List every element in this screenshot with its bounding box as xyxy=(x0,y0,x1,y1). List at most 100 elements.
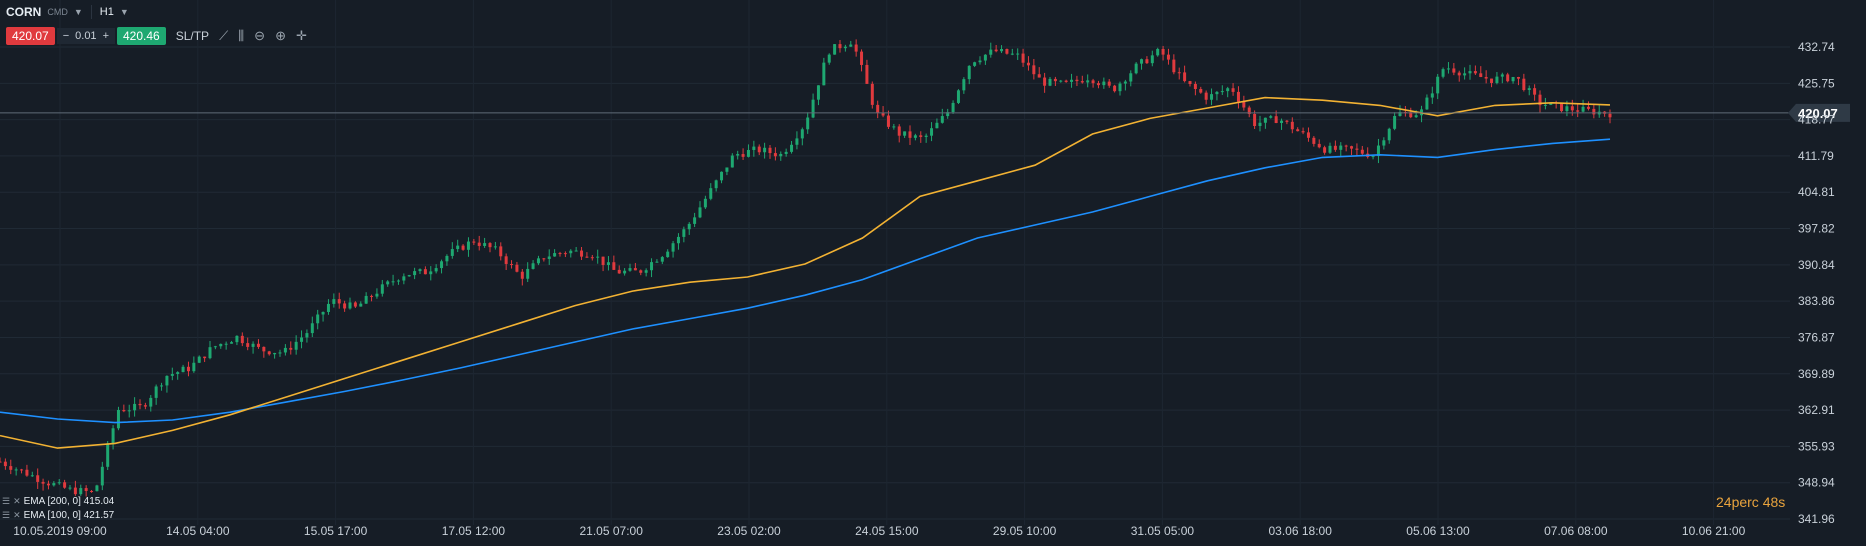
quantity-stepper[interactable]: − 0.01 + xyxy=(56,28,115,44)
price-tick-label: 404.81 xyxy=(1798,185,1835,199)
candle-body xyxy=(1339,145,1343,150)
timeframe-selector[interactable]: H1 xyxy=(99,6,114,18)
candle-body xyxy=(946,112,950,117)
candle-body xyxy=(20,469,24,471)
symbol-name[interactable]: CORN xyxy=(6,5,42,19)
candle-body xyxy=(956,90,960,103)
candle-body xyxy=(1183,72,1187,82)
candle-body xyxy=(784,151,788,154)
candle-body xyxy=(806,117,810,130)
candle-body xyxy=(1263,117,1267,123)
zoom-in-icon[interactable]: ⊕ xyxy=(275,28,286,43)
candle-body xyxy=(978,60,982,63)
zoom-out-icon[interactable]: ⊖ xyxy=(254,28,266,43)
candle-body xyxy=(230,342,234,344)
candle-body xyxy=(305,333,309,338)
close-icon[interactable]: ✕ xyxy=(13,496,21,506)
indicator-label: EMA [100, 0] 421.57 xyxy=(23,510,115,521)
candle-body xyxy=(1080,81,1084,83)
ema-line xyxy=(0,138,1611,424)
candle-body xyxy=(741,154,745,157)
candle-body xyxy=(633,268,637,271)
candle-body xyxy=(1156,48,1160,56)
increase-button[interactable]: + xyxy=(102,30,109,42)
candle-body xyxy=(886,115,890,127)
candle-body xyxy=(90,490,94,492)
candle-body xyxy=(1371,156,1375,158)
indicator-legend-ema100[interactable]: ☰ ✕ EMA [100, 0] 421.57 xyxy=(2,510,114,521)
candle-body xyxy=(989,49,993,55)
candle-body xyxy=(1010,53,1014,55)
candle-body xyxy=(106,443,110,467)
candle-body xyxy=(660,257,664,262)
candle-body xyxy=(1000,49,1004,52)
candle-body xyxy=(1166,54,1170,60)
price-axis[interactable]: 432.74 425.75 418.77 411.79 404.81 397.82 390.… xyxy=(1798,40,1835,526)
close-icon[interactable]: ✕ xyxy=(13,510,21,520)
candle-body xyxy=(1231,88,1235,92)
time-tick-label: 31.05 05:00 xyxy=(1131,524,1195,538)
candle-body xyxy=(332,299,336,304)
candle-body xyxy=(445,255,449,262)
candle-body xyxy=(596,256,600,258)
sell-button[interactable]: 420.07 xyxy=(6,27,55,45)
indicator-legend-ema200[interactable]: ☰ ✕ EMA [200, 0] 415.04 xyxy=(2,496,114,507)
candle-body xyxy=(951,102,955,113)
crosshair-icon[interactable]: ✛ xyxy=(295,28,307,43)
candle-body xyxy=(1150,55,1154,64)
time-tick-label: 14.05 04:00 xyxy=(166,524,230,538)
candle-body xyxy=(1021,53,1025,63)
candle-body xyxy=(1037,74,1041,78)
candle-body xyxy=(590,257,594,259)
candle-body xyxy=(456,245,460,250)
sltp-button[interactable]: SL/TP xyxy=(175,29,210,43)
candle-body xyxy=(515,264,519,272)
timer-value: 24perc xyxy=(1716,494,1759,510)
candle-body xyxy=(623,270,627,274)
candle-body xyxy=(854,44,858,52)
candle-body xyxy=(1134,63,1138,74)
candle-body xyxy=(208,347,212,359)
candle-body xyxy=(493,246,497,248)
candle-body xyxy=(1064,80,1068,82)
settings-icon[interactable]: ☰ xyxy=(2,510,11,520)
candle-body xyxy=(3,461,7,467)
candle-body xyxy=(1441,69,1445,77)
decrease-button[interactable]: − xyxy=(62,30,70,42)
price-tick-label: 348.94 xyxy=(1798,476,1835,490)
chevron-down-icon[interactable]: ▼ xyxy=(73,7,83,17)
price-tag xyxy=(1788,103,1850,122)
candle-body xyxy=(720,171,724,181)
candle-body xyxy=(1581,106,1585,112)
candle-body xyxy=(698,207,702,218)
candle-body xyxy=(143,405,147,407)
candle-body xyxy=(30,475,34,477)
candle-body xyxy=(1500,74,1504,77)
price-tick-label: 355.93 xyxy=(1798,439,1835,453)
candle-body xyxy=(1204,92,1208,100)
settings-icon[interactable]: ☰ xyxy=(2,496,11,506)
quantity-value[interactable]: 0.01 xyxy=(75,30,97,42)
candles-icon[interactable]: ⫼ xyxy=(238,28,245,43)
candle-body xyxy=(160,385,164,387)
candle-body xyxy=(353,302,357,307)
chevron-down-icon[interactable]: ▼ xyxy=(119,7,129,17)
candle-body xyxy=(138,403,142,406)
candle-body xyxy=(434,268,438,272)
candle-body xyxy=(364,295,368,304)
time-axis[interactable]: 10.05.2019 09:00 14.05 04:00 15.05 17:00 17… xyxy=(13,524,1745,538)
candle-body xyxy=(343,303,347,309)
candle-body xyxy=(558,253,562,255)
line-chart-icon[interactable]: ⟋ xyxy=(219,28,229,43)
candle-body xyxy=(1430,93,1434,98)
candle-body xyxy=(1290,121,1294,130)
candle-body xyxy=(639,270,643,273)
candle-body xyxy=(283,347,287,353)
candle-body xyxy=(1495,76,1499,83)
candle-body xyxy=(526,268,530,279)
candle-body xyxy=(1269,116,1273,118)
candle-body xyxy=(1328,145,1332,153)
price-tick-label: 362.91 xyxy=(1798,403,1835,417)
buy-button[interactable]: 420.46 xyxy=(117,27,166,45)
